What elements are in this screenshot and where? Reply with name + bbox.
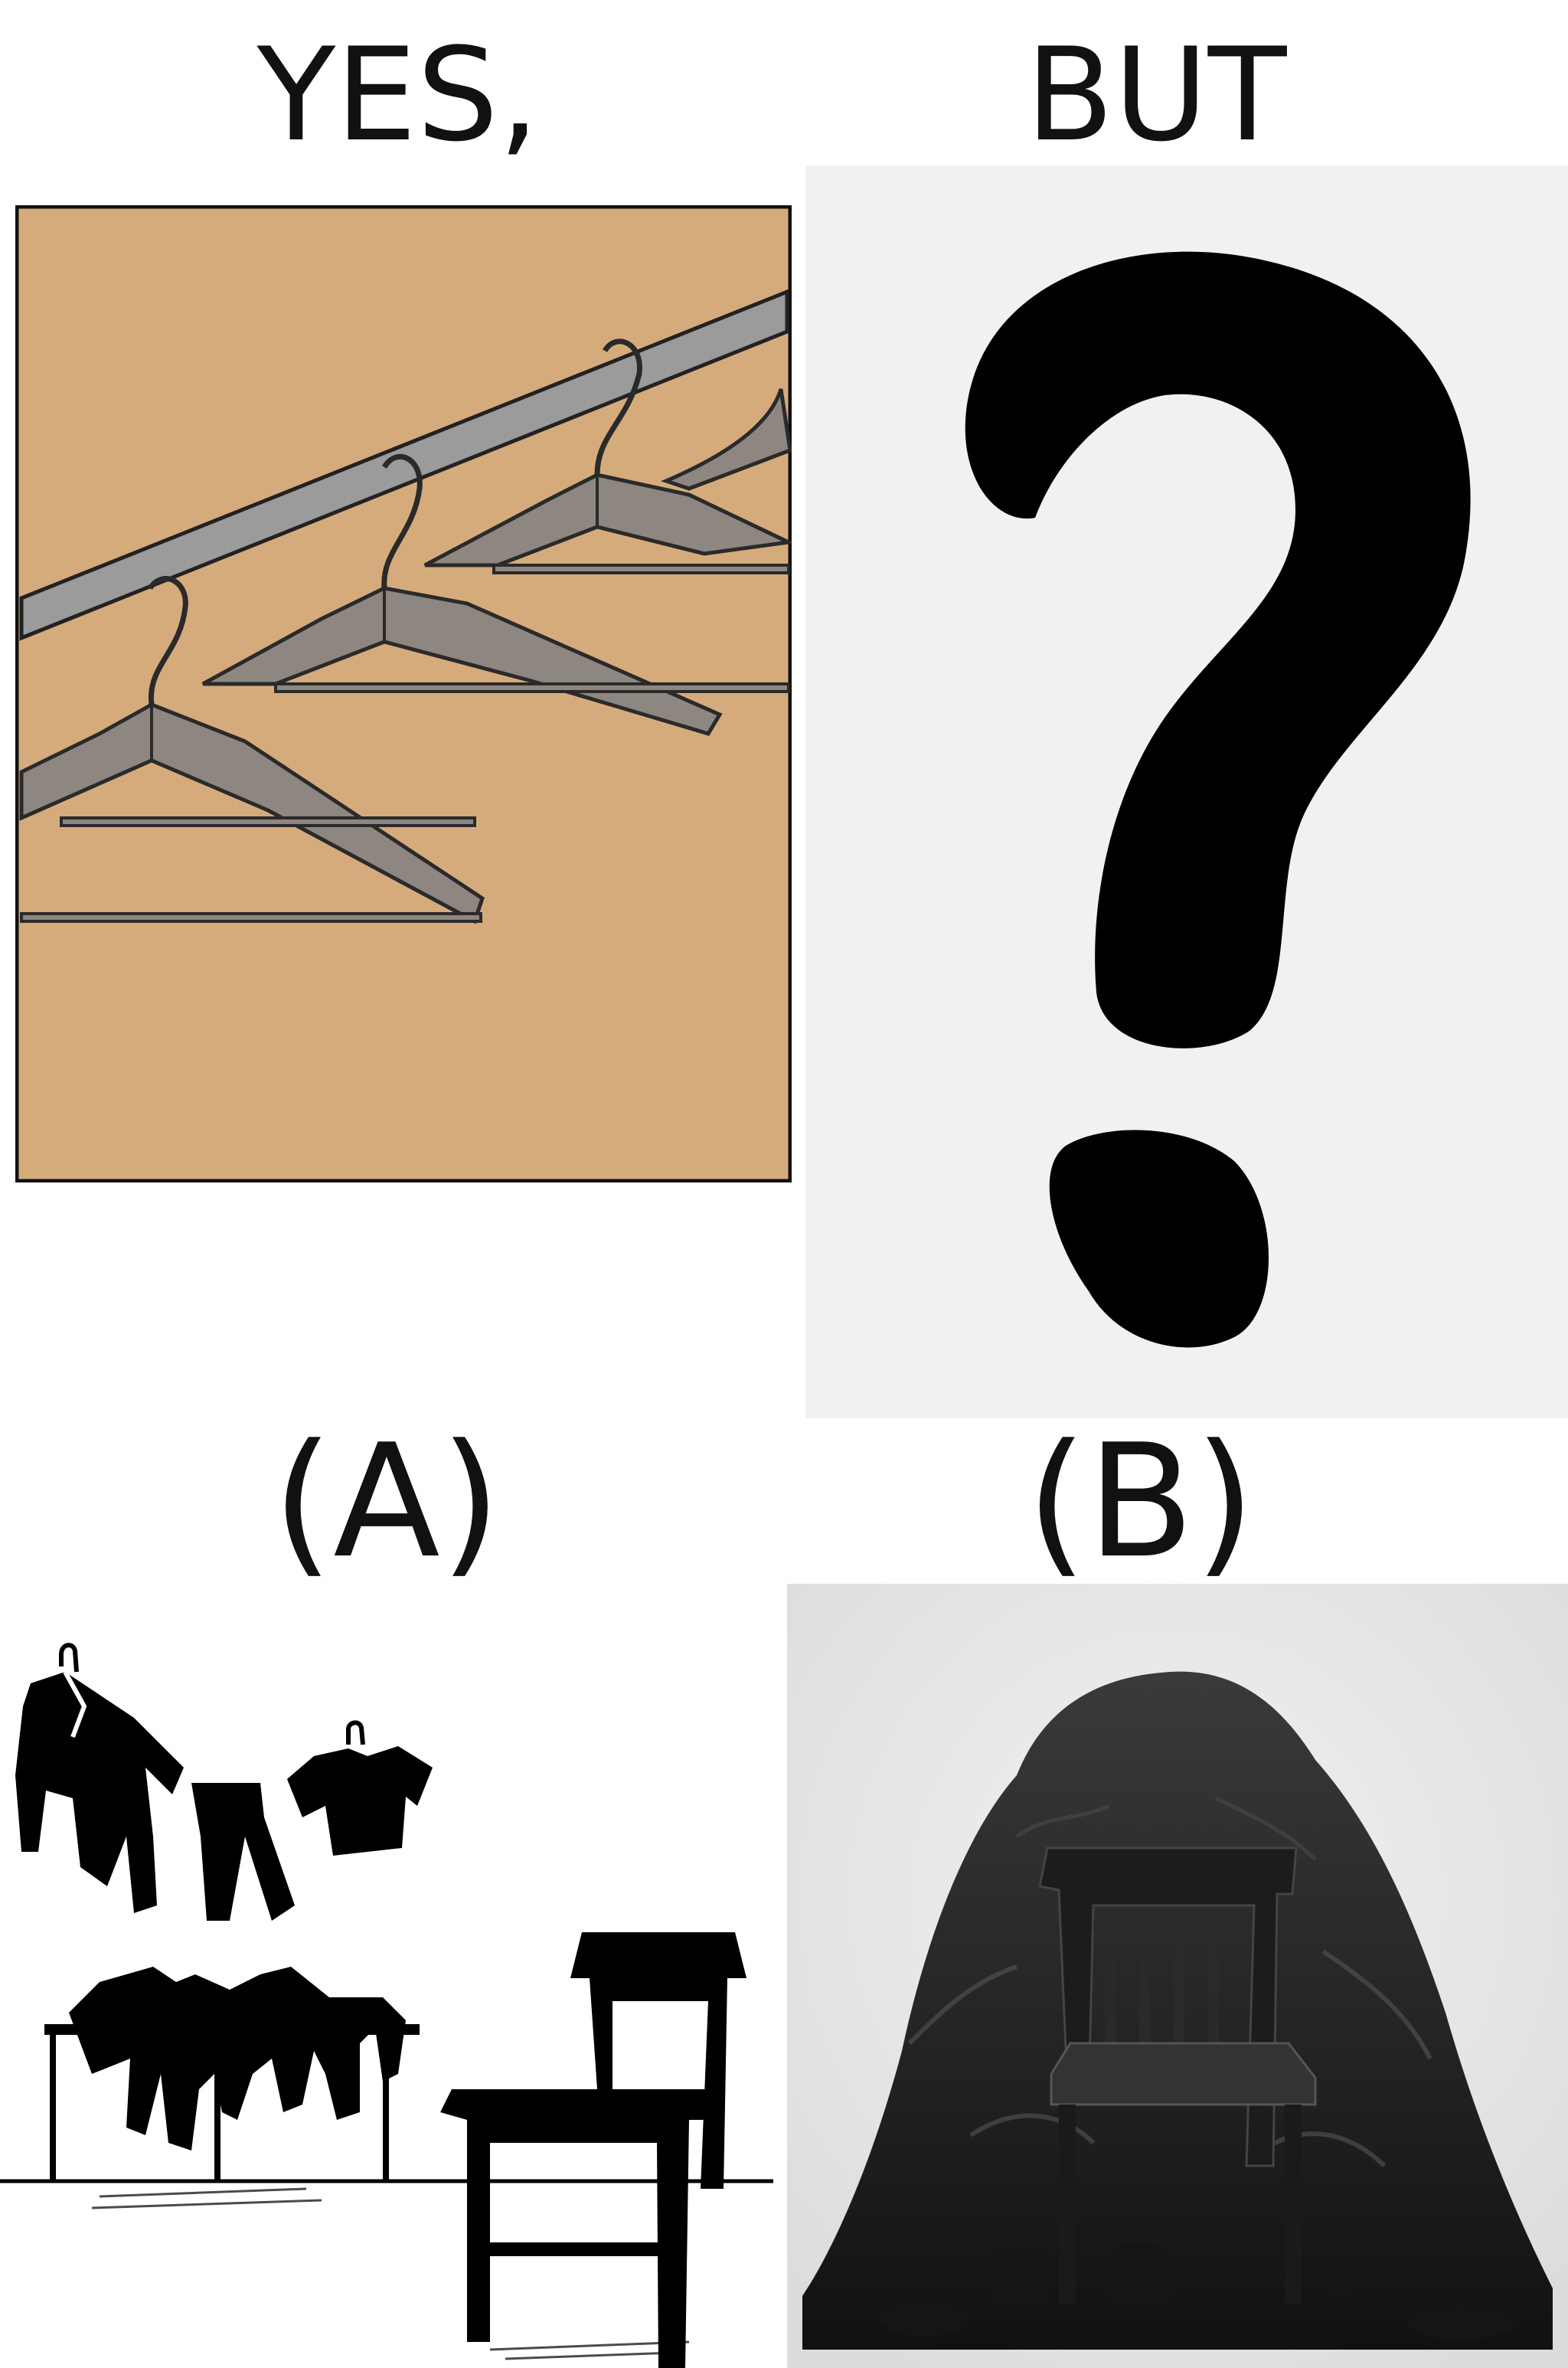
hanger-icon: [423, 339, 792, 574]
trousers-icon: [191, 1783, 295, 1921]
closet-hangers-panel: [15, 205, 792, 1182]
heading-but: BUT: [1025, 20, 1287, 170]
table-with-clothes-icon: [44, 1967, 420, 2180]
chair-icon: [1038, 1846, 1317, 2304]
hanger-icon: [660, 388, 792, 491]
bags-and-shoes-icon: [879, 2242, 1514, 2340]
chair-icon: [440, 1932, 746, 2368]
question-mark-icon: [965, 251, 1471, 1348]
heading-option-a: (A): [272, 1411, 501, 1593]
heading-option-b: (B): [1026, 1411, 1256, 1593]
option-a-silhouette-panel: [0, 1584, 773, 2368]
heading-yes: YES,: [256, 20, 540, 170]
tshirt-on-hanger-icon: [287, 1720, 433, 1856]
hanger-icon: [19, 576, 485, 924]
option-b-clothes-pile-panel: [787, 1584, 1568, 2368]
hanger-icon: [201, 453, 790, 736]
question-mark-panel: [805, 165, 1568, 1418]
shadow-hatch: [91, 2187, 690, 2360]
coat-on-hanger-icon: [15, 1643, 184, 1913]
